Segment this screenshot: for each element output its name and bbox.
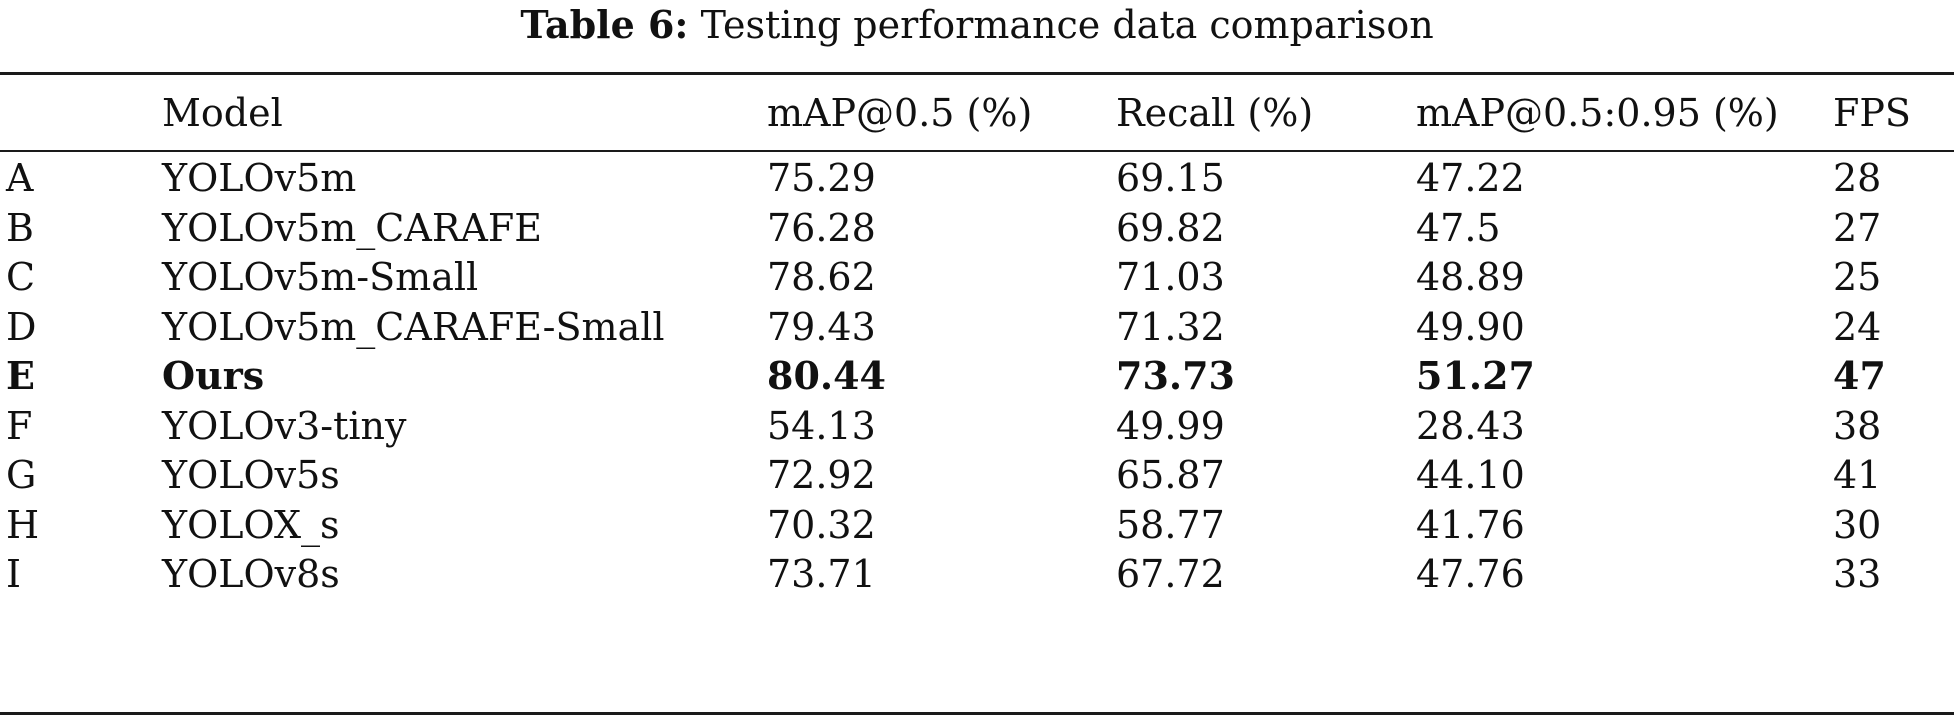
cell-map50: 72.92 (767, 453, 876, 497)
cell-map50: 79.43 (767, 304, 876, 349)
cell-recall: 49.99 (1116, 403, 1225, 448)
cell-id: C (6, 255, 36, 299)
cell-map50: 54.13 (767, 403, 876, 448)
cell-fps: 30 (1833, 502, 1882, 547)
cell-map5095: 51.27 (1416, 353, 1535, 398)
table-caption-text: Testing performance data comparison (700, 3, 1434, 47)
table-caption-label: Table 6: (520, 2, 689, 47)
cell-map5095: 47.5 (1416, 205, 1501, 250)
cell-model: YOLOv8s (162, 552, 340, 596)
cell-recall: 67.72 (1116, 552, 1225, 596)
cell-map5095: 47.22 (1416, 156, 1525, 200)
cell-model: YOLOv5s (162, 453, 340, 497)
table-row: H YOLOX_s 70.32 58.77 41.76 30 (0, 500, 1954, 550)
cell-map5095: 48.89 (1416, 255, 1525, 299)
header-map50: mAP@0.5 (%) (767, 91, 1033, 135)
cell-fps: 47 (1833, 353, 1886, 398)
table-row: C YOLOv5m-Small 78.62 71.03 48.89 25 (0, 252, 1954, 302)
cell-id: B (6, 205, 34, 250)
cell-map5095: 47.76 (1416, 552, 1525, 596)
cell-model: YOLOv5m_CARAFE-Small (162, 304, 665, 349)
cell-map5095: 44.10 (1416, 453, 1525, 497)
cell-fps: 27 (1833, 205, 1882, 250)
cell-fps: 38 (1833, 403, 1882, 448)
table-header-row: Model mAP@0.5 (%) Recall (%) mAP@0.5:0.9… (0, 82, 1954, 144)
cell-id: I (6, 552, 22, 596)
cell-fps: 25 (1833, 255, 1882, 299)
cell-map5095: 49.90 (1416, 304, 1525, 349)
cell-fps: 41 (1833, 453, 1882, 497)
cell-model: YOLOX_s (162, 502, 340, 547)
cell-id: D (6, 304, 37, 349)
cell-fps: 33 (1833, 552, 1882, 596)
cell-id: G (6, 453, 37, 497)
table-row: B YOLOv5m_CARAFE 76.28 69.82 47.5 27 (0, 203, 1954, 253)
cell-id: H (6, 502, 40, 547)
table-row: I YOLOv8s 73.71 67.72 47.76 33 (0, 549, 1954, 599)
cell-recall: 69.82 (1116, 205, 1225, 250)
cell-map50: 78.62 (767, 255, 876, 299)
table-caption: Table 6: Testing performance data compar… (0, 0, 1954, 60)
header-fps: FPS (1833, 91, 1911, 135)
table-bottom-rule (0, 712, 1954, 715)
cell-model: YOLOv3-tiny (162, 403, 407, 448)
cell-model: Ours (162, 353, 265, 398)
cell-map50: 75.29 (767, 156, 876, 200)
table-row: E Ours 80.44 73.73 51.27 47 (0, 351, 1954, 401)
cell-recall: 58.77 (1116, 502, 1225, 547)
cell-id: E (6, 353, 35, 398)
table-header-rule (0, 150, 1954, 152)
cell-map50: 73.71 (767, 552, 876, 596)
cell-map50: 70.32 (767, 502, 876, 547)
table-row: D YOLOv5m_CARAFE-Small 79.43 71.32 49.90 24 (0, 302, 1954, 352)
header-map5095: mAP@0.5:0.95 (%) (1416, 91, 1779, 135)
cell-map5095: 41.76 (1416, 502, 1525, 547)
cell-model: YOLOv5m (162, 156, 357, 200)
cell-fps: 24 (1833, 304, 1882, 349)
cell-map50: 76.28 (767, 205, 876, 250)
cell-recall: 71.03 (1116, 255, 1225, 299)
header-model: Model (162, 91, 283, 135)
cell-recall: 69.15 (1116, 156, 1225, 200)
cell-id: A (6, 156, 34, 200)
cell-model: YOLOv5m_CARAFE (162, 205, 542, 250)
cell-recall: 65.87 (1116, 453, 1225, 497)
cell-model: YOLOv5m-Small (162, 255, 479, 299)
table-top-rule (0, 72, 1954, 75)
table-row: F YOLOv3-tiny 54.13 49.99 28.43 38 (0, 401, 1954, 451)
cell-recall: 71.32 (1116, 304, 1225, 349)
cell-map5095: 28.43 (1416, 403, 1525, 448)
table-row: G YOLOv5s 72.92 65.87 44.10 41 (0, 450, 1954, 500)
cell-fps: 28 (1833, 156, 1882, 200)
cell-map50: 80.44 (767, 353, 886, 398)
cell-recall: 73.73 (1116, 353, 1235, 398)
cell-id: F (6, 403, 33, 448)
header-recall: Recall (%) (1116, 91, 1314, 135)
table-row: A YOLOv5m 75.29 69.15 47.22 28 (0, 153, 1954, 203)
